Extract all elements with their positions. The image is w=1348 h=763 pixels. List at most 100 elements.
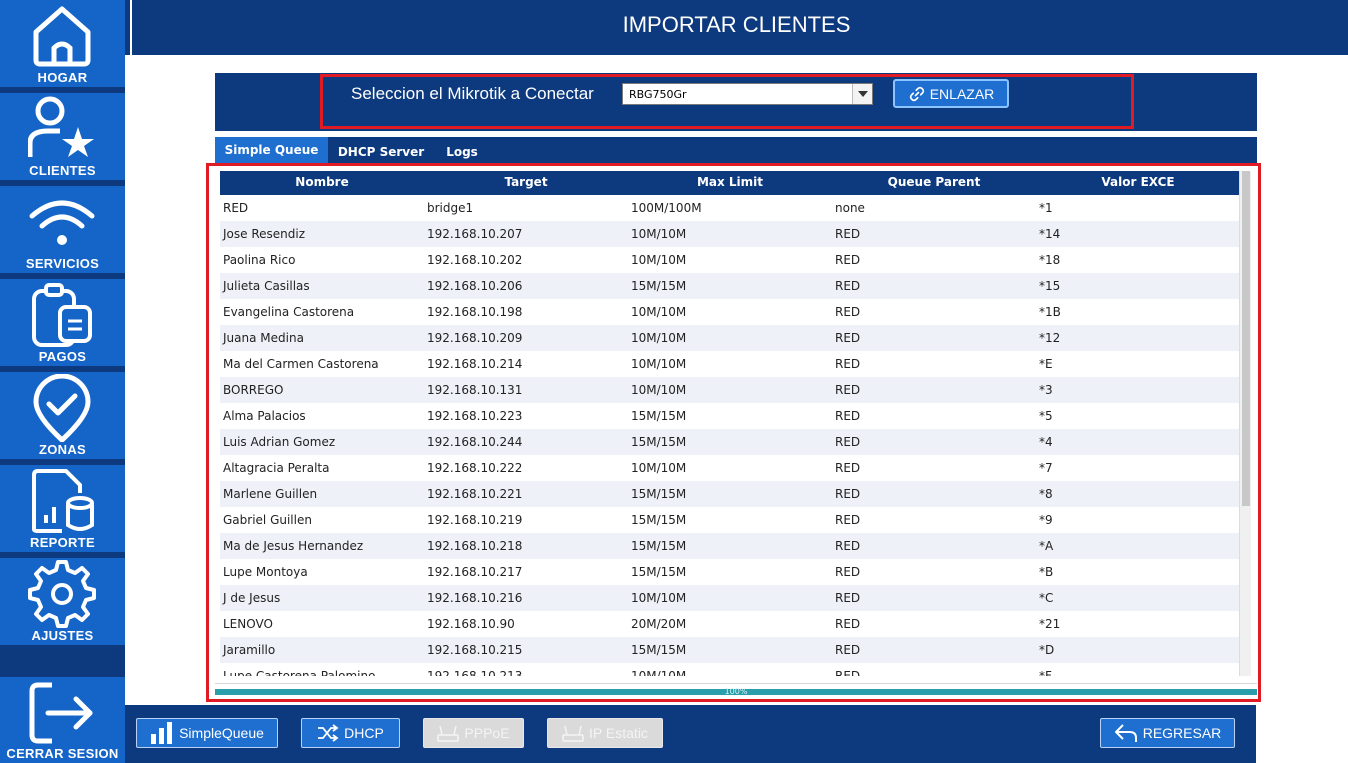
dhcp-label: DHCP — [344, 725, 384, 741]
cell-queue-parent: RED — [835, 669, 861, 676]
simplequeue-button[interactable]: SimpleQueue — [136, 718, 278, 748]
cell-max-limit: 10M/10M — [631, 591, 687, 605]
table-row[interactable]: RED bridge1 100M/100M none *1 — [220, 195, 1239, 221]
table-row[interactable]: Gabriel Guillen 192.168.10.219 15M/15M RED *… — [220, 507, 1239, 533]
cell-valor-exce: *B — [1039, 565, 1054, 579]
cell-nombre: BORREGO — [223, 383, 284, 397]
cell-max-limit: 10M/10M — [631, 461, 687, 475]
cell-valor-exce: *1 — [1039, 201, 1053, 215]
column-header-target[interactable]: Target — [504, 175, 548, 189]
regresar-button[interactable]: REGRESAR — [1100, 718, 1235, 748]
highlight-box-connect — [320, 74, 1134, 129]
bar-chart-icon — [151, 722, 173, 744]
wifi-icon — [29, 200, 95, 245]
cell-nombre: Ma del Carmen Castorena — [223, 357, 379, 371]
table-row[interactable]: Ma del Carmen Castorena 192.168.10.214 10M… — [220, 351, 1239, 377]
sidebar-item-label: PAGOS — [38, 349, 87, 364]
sidebar-item-pagos[interactable]: PAGOS — [0, 279, 125, 366]
table-row[interactable]: Julieta Casillas 192.168.10.206 15M/15M RED… — [220, 273, 1239, 299]
sidebar-item-servicios[interactable]: SERVICIOS — [0, 186, 125, 273]
sidebar-item-reporte[interactable]: REPORTE — [0, 465, 125, 552]
table-row[interactable]: BORREGO 192.168.10.131 10M/10M RED *3 — [220, 377, 1239, 403]
tab-strip: Simple Queue DHCP Server Logs — [215, 137, 1257, 163]
column-header-queue-parent[interactable]: Queue Parent — [887, 175, 981, 189]
table-row[interactable]: J de Jesus 192.168.10.216 10M/10M RED *C — [220, 585, 1239, 611]
cell-queue-parent: RED — [835, 227, 861, 241]
cell-target: bridge1 — [427, 201, 474, 215]
tab-simple-queue[interactable]: Simple Queue — [215, 137, 328, 163]
link-icon — [909, 86, 924, 101]
dhcp-button[interactable]: DHCP — [301, 718, 400, 748]
enlazar-button[interactable]: ENLAZAR — [893, 79, 1009, 108]
table-row[interactable]: LENOVO 192.168.10.90 20M/20M RED *21 — [220, 611, 1239, 637]
horizontal-scrollbar[interactable] — [215, 683, 1257, 684]
cell-nombre: Jose Resendiz — [223, 227, 306, 241]
mikrotik-connect-bar: Seleccion el Mikrotik a Conectar RBG750G… — [215, 73, 1257, 131]
sidebar-item-label: AJUSTES — [31, 628, 94, 643]
cell-max-limit: 15M/15M — [631, 409, 687, 423]
sidebar-item-ajustes[interactable]: AJUSTES — [0, 558, 125, 645]
sidebar-item-clientes[interactable]: CLIENTES — [0, 93, 125, 180]
cell-max-limit: 20M/20M — [631, 617, 687, 631]
sidebar-item-label: HOGAR — [37, 70, 88, 85]
table-body[interactable]: RED bridge1 100M/100M none *1 Jose Resendiz 19… — [220, 195, 1239, 676]
table-row[interactable]: Paolina Rico 192.168.10.202 10M/10M RED *18 — [220, 247, 1239, 273]
progress-bar: 100% — [215, 687, 1257, 696]
logout-button[interactable]: CERRAR SESION — [0, 677, 125, 763]
sidebar-item-label: REPORTE — [30, 535, 95, 550]
cell-max-limit: 15M/15M — [631, 565, 687, 579]
cell-target: 192.168.10.221 — [427, 487, 523, 501]
cell-max-limit: 10M/10M — [631, 227, 687, 241]
cell-queue-parent: RED — [835, 435, 861, 449]
table-row[interactable]: Alma Palacios 192.168.10.223 15M/15M RED *5 — [220, 403, 1239, 429]
table-row[interactable]: Altagracia Peralta 192.168.10.222 10M/10M R… — [220, 455, 1239, 481]
sidebar-item-zonas[interactable]: ZONAS — [0, 372, 125, 459]
cell-nombre: Lupe Montoya — [223, 565, 308, 579]
cell-nombre: Altagracia Peralta — [223, 461, 330, 475]
column-header-max-limit[interactable]: Max Limit — [696, 175, 764, 189]
table-row[interactable]: Jaramillo 192.168.10.215 15M/15M RED *D — [220, 637, 1239, 663]
table-row[interactable]: Jose Resendiz 192.168.10.207 10M/10M RED *14 — [220, 221, 1239, 247]
return-arrow-icon — [1114, 724, 1137, 742]
cell-queue-parent: RED — [835, 617, 861, 631]
table-row[interactable]: Lupe Castorena Palomino 192.168.10.213 10M… — [220, 663, 1239, 676]
column-header-valor-exce[interactable]: Valor EXCE — [1101, 175, 1175, 189]
sidebar-item-hogar[interactable]: HOGAR — [0, 0, 125, 87]
ip-estatic-button[interactable]: IP Estatic — [547, 718, 663, 748]
cell-target: 192.168.10.244 — [427, 435, 523, 449]
pppoe-button[interactable]: PPPoE — [423, 718, 524, 748]
mikrotik-select[interactable]: RBG750Gr — [622, 83, 873, 105]
vertical-scrollbar[interactable] — [1239, 171, 1251, 676]
column-header-nombre[interactable]: Nombre — [295, 175, 349, 189]
cell-nombre: Julieta Casillas — [223, 279, 310, 293]
tab-logs[interactable]: Logs — [446, 145, 478, 159]
cell-target: 192.168.10.90 — [427, 617, 515, 631]
cell-valor-exce: *15 — [1039, 279, 1061, 293]
cell-max-limit: 10M/10M — [631, 357, 687, 371]
table-row[interactable]: Luis Adrian Gomez 192.168.10.244 15M/15M RE… — [220, 429, 1239, 455]
table-row[interactable]: Evangelina Castorena 192.168.10.198 10M/10… — [220, 299, 1239, 325]
cell-valor-exce: *F — [1039, 669, 1052, 676]
regresar-label: REGRESAR — [1142, 725, 1222, 741]
chevron-down-icon[interactable] — [852, 84, 872, 104]
highlight-box-table — [206, 163, 1261, 702]
location-check-icon — [33, 374, 91, 442]
sidebar-item-label: SERVICIOS — [25, 256, 100, 271]
table-row[interactable]: Ma de Jesus Hernandez 192.168.10.218 15M/1… — [220, 533, 1239, 559]
table-row[interactable]: Lupe Montoya 192.168.10.217 15M/15M RED *B — [220, 559, 1239, 585]
sidebar: HOGAR CLIENTES SERVICIOS — [0, 0, 125, 763]
cell-target: 192.168.10.131 — [427, 383, 523, 397]
clipboard-icon — [32, 283, 92, 347]
cell-nombre: Paolina Rico — [223, 253, 296, 267]
scrollbar-thumb[interactable] — [1242, 171, 1250, 506]
sidebar-item-label: CLIENTES — [29, 163, 96, 178]
cell-target: 192.168.10.216 — [427, 591, 523, 605]
cell-nombre: Lupe Castorena Palomino — [223, 669, 376, 676]
table-row[interactable]: Juana Medina 192.168.10.209 10M/10M RED *12 — [220, 325, 1239, 351]
page-title: IMPORTAR CLIENTES — [622, 12, 851, 37]
table-row[interactable]: Marlene Guillen 192.168.10.221 15M/15M RED *… — [220, 481, 1239, 507]
cell-valor-exce: *D — [1039, 643, 1055, 657]
tab-dhcp-server[interactable]: DHCP Server — [337, 145, 425, 159]
shuffle-icon — [318, 724, 339, 742]
cell-target: 192.168.10.214 — [427, 357, 523, 371]
